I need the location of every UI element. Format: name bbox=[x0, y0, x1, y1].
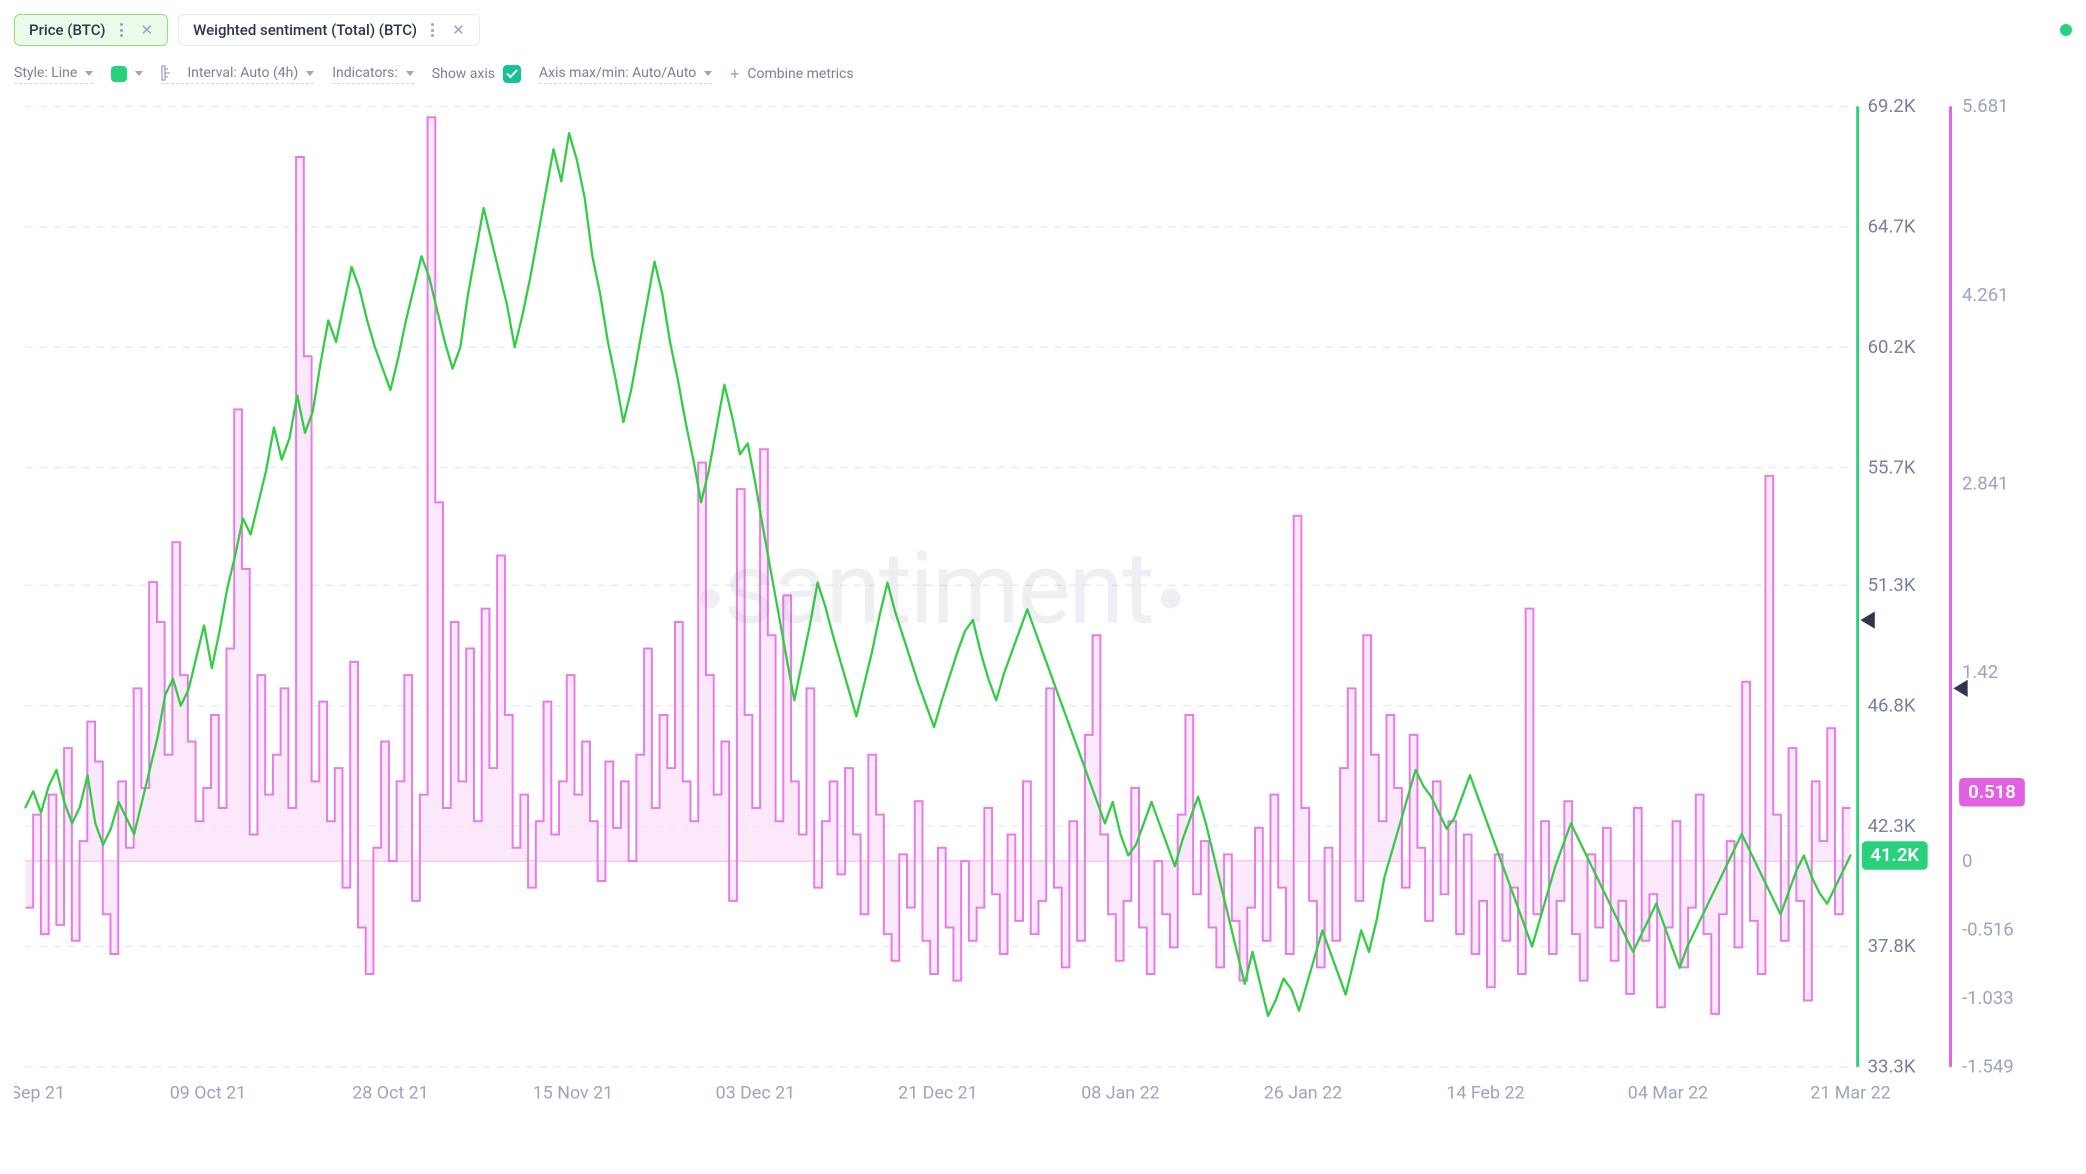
svg-text:51.3K: 51.3K bbox=[1868, 574, 1916, 596]
chart-svg[interactable]: 69.2K 64.7K 60.2K 55.7K 51.3K 46.8K 42.3K 37.8K… bbox=[14, 95, 2072, 1124]
axis-minmax-selector[interactable]: Axis max/min: Auto/Auto bbox=[539, 65, 712, 84]
svg-text:2.841: 2.841 bbox=[1962, 472, 2009, 494]
svg-text:42.3K: 42.3K bbox=[1868, 815, 1916, 837]
chevron-down-icon bbox=[306, 71, 314, 76]
color-selector[interactable] bbox=[111, 66, 143, 84]
close-icon[interactable]: ✕ bbox=[448, 21, 469, 39]
svg-text:1.42: 1.42 bbox=[1962, 661, 1998, 683]
status-indicator bbox=[2060, 24, 2072, 36]
svg-text:33.3K: 33.3K bbox=[1868, 1056, 1916, 1078]
metric-pill-sentiment[interactable]: Weighted sentiment (Total) (BTC) ✕ bbox=[178, 14, 480, 46]
svg-text:14 Feb 22: 14 Feb 22 bbox=[1446, 1082, 1524, 1103]
svg-text:-0.516: -0.516 bbox=[1962, 918, 2014, 940]
show-axis-toggle[interactable]: Show axis bbox=[432, 65, 521, 85]
indicators-selector[interactable]: Indicators: bbox=[332, 65, 414, 84]
svg-text:21 Sep 21: 21 Sep 21 bbox=[14, 1082, 65, 1103]
svg-text:5.681: 5.681 bbox=[1962, 95, 2009, 117]
chevron-down-icon bbox=[135, 71, 143, 76]
svg-text:0.518: 0.518 bbox=[1968, 781, 2016, 803]
interval-selector[interactable]: Interval: Auto (4h) bbox=[161, 65, 314, 84]
interval-label: Interval: Auto (4h) bbox=[187, 65, 298, 81]
svg-text:15 Nov 21: 15 Nov 21 bbox=[533, 1082, 613, 1103]
checkbox-checked-icon bbox=[503, 65, 521, 83]
svg-text:60.2K: 60.2K bbox=[1868, 336, 1916, 358]
kebab-icon[interactable] bbox=[118, 23, 125, 37]
chevron-down-icon bbox=[85, 71, 93, 76]
svg-text:-1.033: -1.033 bbox=[1962, 987, 2014, 1009]
axis-scale-icon bbox=[161, 65, 179, 81]
svg-text:46.8K: 46.8K bbox=[1868, 694, 1916, 716]
metric-pill-price[interactable]: Price (BTC) ✕ bbox=[14, 14, 168, 46]
svg-text:0: 0 bbox=[1962, 850, 1972, 872]
chevron-down-icon bbox=[704, 71, 712, 76]
combine-metrics-button[interactable]: + Combine metrics bbox=[730, 64, 853, 85]
svg-text:08 Jan 22: 08 Jan 22 bbox=[1081, 1082, 1159, 1103]
svg-text:21 Mar 22: 21 Mar 22 bbox=[1810, 1082, 1890, 1103]
close-icon[interactable]: ✕ bbox=[137, 21, 158, 39]
style-label: Style: Line bbox=[14, 65, 77, 81]
kebab-icon[interactable] bbox=[429, 23, 436, 37]
style-selector[interactable]: Style: Line bbox=[14, 65, 93, 84]
metric-pill-label: Price (BTC) bbox=[29, 21, 106, 39]
svg-text:64.7K: 64.7K bbox=[1868, 216, 1916, 238]
metric-pills-row: Price (BTC) ✕ Weighted sentiment (Total)… bbox=[14, 14, 2072, 46]
plus-icon: + bbox=[730, 64, 739, 83]
svg-text:26 Jan 22: 26 Jan 22 bbox=[1264, 1082, 1342, 1103]
color-swatch bbox=[111, 66, 127, 82]
svg-text:21 Dec 21: 21 Dec 21 bbox=[898, 1082, 978, 1103]
svg-text:4.261: 4.261 bbox=[1962, 284, 2009, 306]
svg-text:37.8K: 37.8K bbox=[1868, 935, 1916, 957]
svg-text:41.2K: 41.2K bbox=[1870, 844, 1919, 866]
svg-text:-1.549: -1.549 bbox=[1962, 1056, 2014, 1078]
chevron-down-icon bbox=[406, 71, 414, 76]
combine-label: Combine metrics bbox=[747, 66, 853, 82]
svg-text:69.2K: 69.2K bbox=[1868, 95, 1916, 117]
axis-minmax-label: Axis max/min: Auto/Auto bbox=[539, 65, 696, 81]
svg-text:09 Oct 21: 09 Oct 21 bbox=[170, 1082, 247, 1103]
svg-text:28 Oct 21: 28 Oct 21 bbox=[352, 1082, 429, 1103]
svg-text:55.7K: 55.7K bbox=[1868, 456, 1916, 478]
svg-text:04 Mar 22: 04 Mar 22 bbox=[1628, 1082, 1708, 1103]
indicators-label: Indicators: bbox=[332, 65, 398, 81]
chart-container: ●santiment● 69.2K64.7K60.2K55.7K51.3K46.… bbox=[14, 95, 2072, 1124]
show-axis-label: Show axis bbox=[432, 66, 495, 82]
svg-text:03 Dec 21: 03 Dec 21 bbox=[716, 1082, 796, 1103]
chart-toolbar: Style: Line Interval: Auto (4h) Indicato… bbox=[14, 64, 2072, 85]
metric-pill-label: Weighted sentiment (Total) (BTC) bbox=[193, 21, 417, 39]
